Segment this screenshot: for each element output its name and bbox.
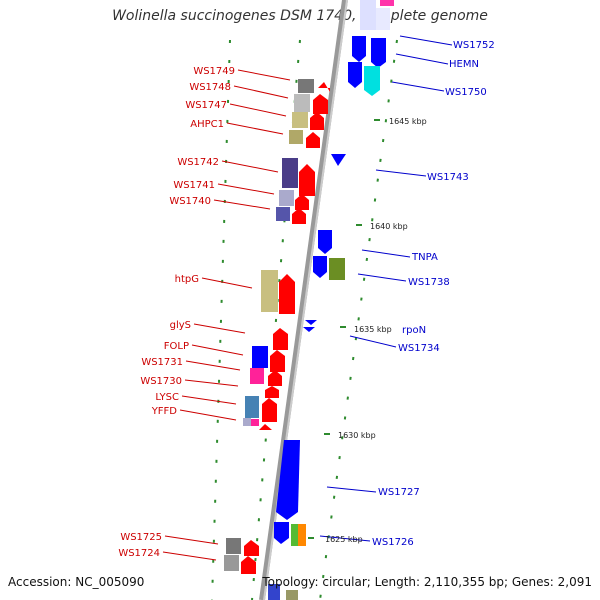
block-ws1741 xyxy=(279,190,294,206)
gene-ws1738-block xyxy=(329,258,345,280)
label-ws1725[interactable]: WS1725 xyxy=(120,532,162,543)
gene-ws1726-arrow xyxy=(274,522,289,544)
label-htpg[interactable]: htpG xyxy=(175,274,199,285)
left-callouts xyxy=(162,69,291,561)
label-glys[interactable]: glyS xyxy=(170,320,191,331)
gene-ws1731-arrow xyxy=(268,370,282,386)
label-ws1742[interactable]: WS1742 xyxy=(177,157,219,168)
block-ws1740 xyxy=(276,207,290,221)
label-ws1747[interactable]: WS1747 xyxy=(185,100,227,111)
label-rpon[interactable]: rpoN xyxy=(402,325,426,336)
position-tick-marks xyxy=(308,119,380,539)
gene-ws1741-arrow xyxy=(295,194,309,210)
genome-summary-text: Topology: circular; Length: 2,110,355 bp… xyxy=(262,575,592,589)
gene-ws1725-arrow xyxy=(244,540,259,556)
left-labels: WS1749 WS1748 WS1747 AHPC1 WS1742 WS1741… xyxy=(118,66,235,559)
label-hemn[interactable]: HEMN xyxy=(449,59,479,70)
gene-hemn-arrow xyxy=(371,38,386,68)
block-ws1747 xyxy=(292,112,308,128)
block-lysc xyxy=(245,396,259,418)
gene-folp-arrow xyxy=(270,350,285,372)
tick-1645: 1645 kbp xyxy=(389,117,427,126)
label-ws1749[interactable]: WS1749 xyxy=(193,66,235,77)
gene-ws1748-arrow xyxy=(313,94,328,114)
label-ahpc1[interactable]: AHPC1 xyxy=(190,119,224,130)
gene-glys-arrow xyxy=(273,328,288,350)
feature-top-light2 xyxy=(376,8,390,30)
tick-1640: 1640 kbp xyxy=(370,222,408,231)
label-ws1738[interactable]: WS1738 xyxy=(408,277,450,288)
accession-text: Accession: NC_005090 xyxy=(8,575,145,589)
gene-ws1752-arrow xyxy=(352,36,366,62)
label-folp[interactable]: FOLP xyxy=(164,341,189,352)
gene-ws1750-arrow-b xyxy=(364,66,380,96)
feature-bottom-blue xyxy=(268,584,280,600)
label-lysc[interactable]: LYSC xyxy=(155,392,179,403)
block-htpg xyxy=(261,270,278,312)
label-ws1748[interactable]: WS1748 xyxy=(189,82,231,93)
feature-bottom-olive xyxy=(286,590,298,600)
gene-lysc-arrow xyxy=(262,398,277,422)
block-ws1731 xyxy=(250,368,264,384)
tick-1625: 1625 kbp xyxy=(325,535,363,544)
guide-track-outer-right xyxy=(319,39,398,600)
label-ws1741[interactable]: WS1741 xyxy=(173,180,215,191)
gene-ws1730-arrow xyxy=(265,386,279,398)
gene-ws1750-arrow-a xyxy=(348,62,362,88)
label-ws1740[interactable]: WS1740 xyxy=(169,196,211,207)
guide-track-inner-right xyxy=(251,39,301,600)
gene-yffd-arrow xyxy=(259,424,272,430)
block-ws1749 xyxy=(298,79,314,93)
label-ws1724[interactable]: WS1724 xyxy=(118,548,160,559)
gene-rpon-arrow-b xyxy=(303,327,315,332)
genome-backbone xyxy=(259,0,348,600)
label-ws1727[interactable]: WS1727 xyxy=(378,487,420,498)
gene-ws1747-arrow xyxy=(310,112,324,130)
tick-1630: 1630 kbp xyxy=(338,431,376,440)
guide-track-inner-left xyxy=(211,39,231,600)
block-ahpc1 xyxy=(289,130,303,144)
gene-ws1740-arrow xyxy=(292,208,306,224)
block-ws1725 xyxy=(226,538,241,554)
label-ws1731[interactable]: WS1731 xyxy=(141,357,183,368)
gene-ws1738-arrow-a xyxy=(313,256,327,278)
label-ws1726[interactable]: WS1726 xyxy=(372,537,414,548)
block-lysc-light xyxy=(243,418,251,426)
gene-ws1727-arrow xyxy=(276,440,300,520)
map-title: Wolinella succinogenes DSM 1740, complet… xyxy=(112,8,488,24)
label-ws1752[interactable]: WS1752 xyxy=(453,40,495,51)
gene-ws1726-orange xyxy=(298,524,306,546)
label-ws1734[interactable]: WS1734 xyxy=(398,343,440,354)
gene-ws1743-arrow xyxy=(331,154,346,166)
gene-ws1724-arrow xyxy=(241,556,256,574)
gene-ws1749-arrow xyxy=(318,82,330,92)
label-ws1730[interactable]: WS1730 xyxy=(140,376,182,387)
gene-tnpa-arrow xyxy=(318,230,332,254)
tick-1635: 1635 kbp xyxy=(354,325,392,334)
block-yffd xyxy=(251,419,259,426)
gene-ws1726-green xyxy=(291,524,298,546)
block-folp xyxy=(252,346,268,368)
block-ws1724 xyxy=(224,555,239,571)
label-yffd[interactable]: YFFD xyxy=(151,406,178,417)
gene-ahpc1-arrow xyxy=(306,132,320,148)
label-ws1743[interactable]: WS1743 xyxy=(427,172,469,183)
feature-top-light xyxy=(360,0,376,30)
block-ws1748 xyxy=(294,94,310,112)
feature-top-pink xyxy=(380,0,394,6)
gene-htpg-arrow xyxy=(279,274,295,314)
gene-rpon-arrow-a xyxy=(305,320,317,325)
right-labels: WS1752 HEMN WS1750 WS1743 TNPA WS1738 rp… xyxy=(372,40,495,548)
block-ws1742 xyxy=(282,158,298,188)
right-callouts xyxy=(319,35,453,542)
gene-ws1742-arrow xyxy=(299,164,315,196)
label-ws1750[interactable]: WS1750 xyxy=(445,87,487,98)
label-tnpa[interactable]: TNPA xyxy=(411,252,438,263)
